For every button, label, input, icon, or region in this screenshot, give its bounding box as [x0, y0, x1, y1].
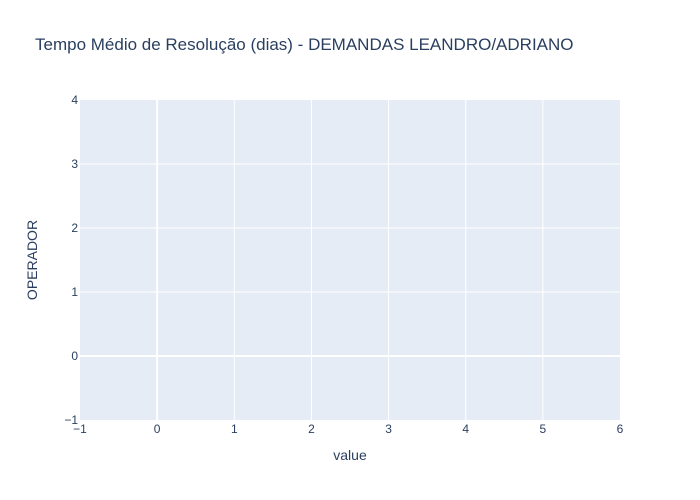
x-tick-label: 3: [385, 422, 392, 436]
y-tick-label: −1: [64, 413, 78, 427]
x-tick-label: 0: [154, 422, 161, 436]
y-tick-label: 3: [71, 157, 78, 171]
y-tick-label: 0: [71, 349, 78, 363]
y-tick-label: 1: [71, 285, 78, 299]
y-tick-label: 4: [71, 93, 78, 107]
y-axis-ticks: −1 0 1 2 3 4: [64, 93, 78, 427]
chart-title: Tempo Médio de Resolução (dias) - DEMAND…: [35, 35, 574, 54]
plot-area: [80, 100, 620, 420]
x-gridlines: [156, 100, 544, 420]
x-tick-label: 5: [540, 422, 547, 436]
x-tick-label: 4: [462, 422, 469, 436]
x-axis-title: value: [333, 447, 367, 463]
x-tick-label: 1: [231, 422, 238, 436]
x-axis-ticks: −1 0 1 2 3 4 5 6: [73, 422, 624, 436]
y-gridlines: [80, 163, 620, 357]
y-tick-label: 2: [71, 221, 78, 235]
x-tick-label: 6: [617, 422, 624, 436]
y-axis-title: OPERADOR: [24, 220, 40, 300]
x-tick-label: 2: [308, 422, 315, 436]
x-tick-label: −1: [73, 422, 87, 436]
